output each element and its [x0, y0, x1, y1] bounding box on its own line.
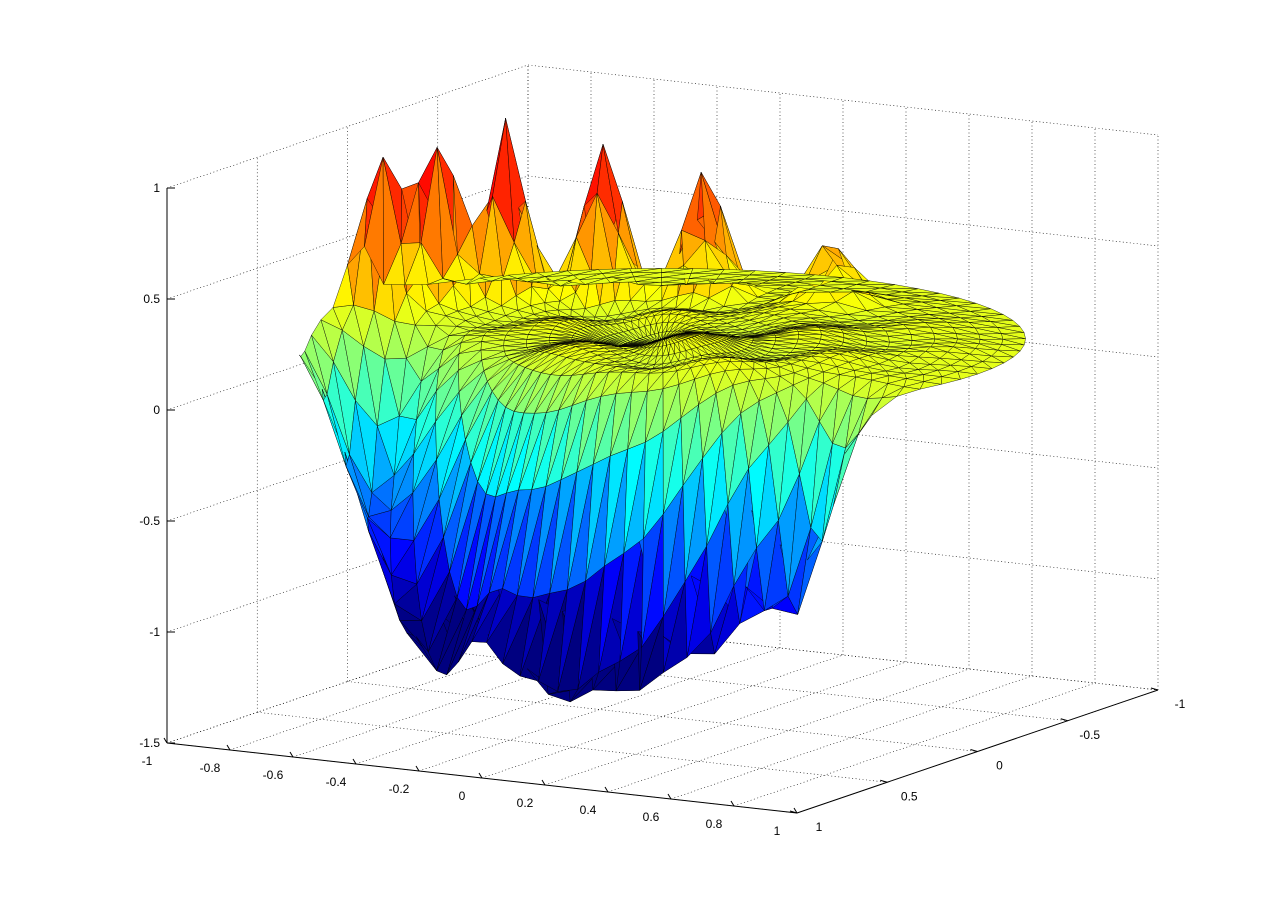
grid-line: [607, 668, 970, 793]
x-tick-mark: [478, 772, 483, 779]
x-tick-mark: [730, 800, 735, 807]
x-tick-mark: [667, 793, 672, 800]
grid-line: [166, 619, 529, 744]
y-tick-label: -1: [1175, 697, 1186, 711]
grid-line: [166, 286, 529, 411]
surface-mesh: [299, 118, 1026, 703]
tick-labels: -1 -0.8 -0.6 -0.4 -0.2 0 0.2 0.4 0.6 0.8 1 1 0.5 0 -0.…: [139, 181, 1185, 838]
grid-line: [292, 633, 655, 758]
z-tick-label: 0.5: [143, 292, 160, 306]
x-tick-label: 0.2: [517, 796, 534, 810]
y-tick-label: 0: [996, 759, 1003, 773]
grid-line: [527, 175, 1159, 247]
x-tick-label: -0.2: [389, 782, 410, 796]
grid-line: [418, 647, 781, 772]
x-tick-label: 0.4: [580, 803, 597, 817]
surface-facet: [880, 284, 919, 289]
x-tick-label: 0.6: [643, 810, 660, 824]
surface-facet: [902, 288, 940, 294]
y-tick-label: 1: [816, 820, 823, 834]
x-tick-mark: [793, 807, 798, 814]
grid-line: [527, 64, 1159, 136]
axes-box: [163, 187, 1159, 814]
x-tick-mark: [415, 765, 420, 772]
surface-facet: [1001, 344, 1025, 352]
y-tick-label: 0.5: [901, 789, 918, 803]
grid-line: [166, 508, 529, 633]
surface-facet: [981, 314, 1013, 321]
x-tick-mark: [352, 758, 357, 765]
x-tick-mark: [289, 751, 294, 758]
z-tick-label: 0: [153, 403, 160, 417]
z-tick-label: -1.5: [139, 736, 160, 750]
grid-line: [166, 175, 529, 300]
y-tick-mark: [789, 810, 798, 814]
surface-facet: [940, 297, 977, 304]
surface-facet: [1002, 338, 1026, 346]
grid-line: [733, 682, 1096, 807]
x-tick-label: -0.4: [326, 775, 347, 789]
grid-line: [229, 626, 592, 751]
x-tick-label: 1: [774, 824, 781, 838]
x-tick-label: 0: [459, 789, 466, 803]
surface-facet: [990, 320, 1021, 327]
grid-line: [481, 654, 844, 779]
grid-line: [166, 64, 529, 189]
x-tick-label: -1: [142, 754, 153, 768]
surface-facet: [970, 308, 1004, 315]
grid-line: [347, 681, 978, 752]
x-tick-mark: [226, 744, 231, 751]
surface-facet: [660, 338, 663, 341]
surface-facet: [658, 338, 663, 342]
y-tick-mark: [1150, 687, 1159, 691]
z-tick-label: -0.5: [139, 514, 160, 528]
grid-line: [355, 640, 718, 765]
x-tick-mark: [604, 786, 609, 793]
grid-line: [166, 397, 529, 522]
y-tick-mark: [970, 749, 978, 752]
surface-facet: [997, 326, 1025, 333]
y-tick-label: -0.5: [1079, 728, 1100, 742]
surface-facet: [1001, 332, 1026, 339]
z-tick-label: -1: [149, 625, 160, 639]
y-tick-mark: [880, 779, 888, 783]
z-tick-label: 1: [153, 181, 160, 195]
surface-facet: [956, 303, 992, 309]
x-tick-label: -0.6: [263, 768, 284, 782]
surface-facet: [922, 293, 960, 299]
x-tick-label: 0.8: [706, 817, 723, 831]
x-tick-mark: [163, 737, 168, 744]
x-tick-label: -0.8: [200, 761, 221, 775]
grid-line: [544, 661, 907, 786]
x-tick-mark: [541, 779, 546, 786]
grid-line: [670, 675, 1033, 800]
y-tick-mark: [1060, 718, 1068, 722]
grid-line: [257, 711, 888, 783]
